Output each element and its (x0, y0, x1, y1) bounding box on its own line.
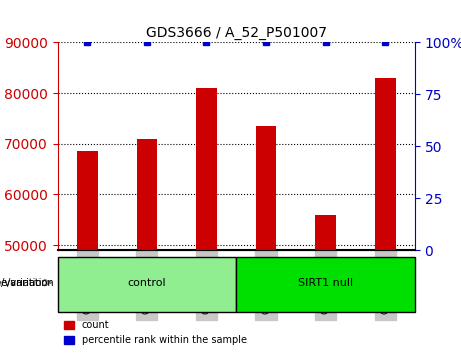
Bar (196, 88, 217, 354)
FancyBboxPatch shape (58, 257, 236, 312)
Text: SIRT1 null: SIRT1 null (298, 278, 353, 287)
FancyBboxPatch shape (236, 257, 415, 312)
Bar (136, 139, 157, 354)
Title: GDS3666 / A_52_P501007: GDS3666 / A_52_P501007 (146, 26, 327, 40)
Bar (77, 152, 98, 354)
Bar (315, 215, 336, 354)
Bar (255, 126, 277, 354)
Text: genotype/variation: genotype/variation (0, 278, 54, 287)
Legend: count, percentile rank within the sample: count, percentile rank within the sample (60, 316, 250, 349)
Text: control: control (128, 278, 166, 287)
Text: genotype/variation: genotype/variation (0, 278, 48, 287)
Bar (375, 78, 396, 354)
